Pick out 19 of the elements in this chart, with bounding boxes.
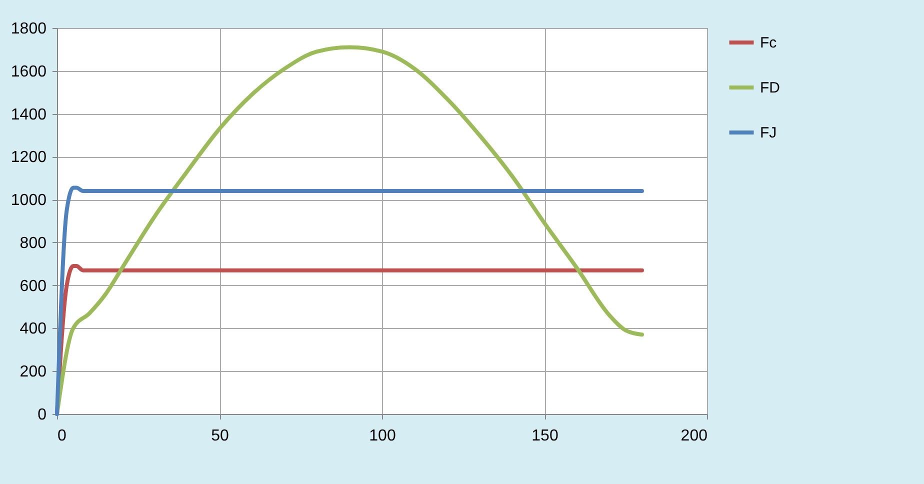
x-tick-label: 150 <box>532 428 558 444</box>
y-tick-label: 1000 <box>10 192 47 210</box>
legend-label: FD <box>760 80 780 96</box>
y-tick-label: 200 <box>20 364 47 381</box>
legend-label: FJ <box>760 124 777 142</box>
y-tick-label: 1200 <box>10 149 47 166</box>
legend-label: Fc <box>760 34 778 52</box>
y-tick-label: 1400 <box>10 106 47 124</box>
y-tick-label: 400 <box>20 320 47 338</box>
x-tick-label: 200 <box>680 428 708 444</box>
y-tick-label: 1600 <box>10 63 47 80</box>
y-tick-label: 600 <box>20 278 47 295</box>
x-tick-label: 100 <box>369 428 396 444</box>
y-tick-label: 0 <box>38 406 47 424</box>
x-tick-label: 0 <box>58 428 66 444</box>
x-tick-label: 50 <box>211 428 229 444</box>
y-tick-label: 800 <box>20 234 47 252</box>
line-series <box>55 186 644 416</box>
y-tick-label: 1800 <box>10 20 47 38</box>
